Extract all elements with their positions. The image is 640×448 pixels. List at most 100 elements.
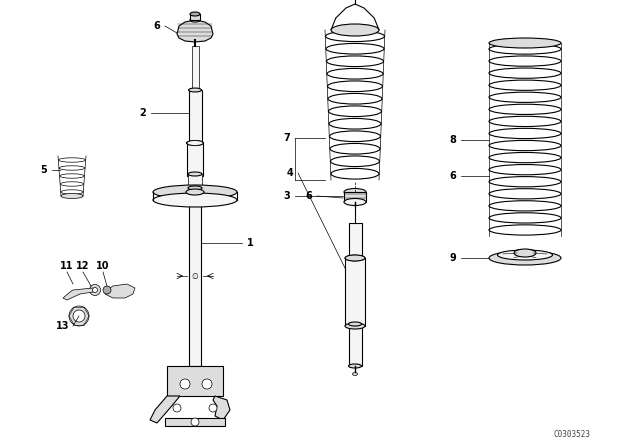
Bar: [165, 418, 225, 426]
Bar: [349, 324, 362, 366]
Text: 4: 4: [287, 168, 293, 178]
Circle shape: [73, 310, 85, 322]
Ellipse shape: [349, 322, 362, 326]
Ellipse shape: [344, 189, 366, 195]
Ellipse shape: [153, 185, 237, 199]
Ellipse shape: [59, 158, 85, 162]
Polygon shape: [213, 396, 230, 420]
Ellipse shape: [489, 104, 561, 115]
Circle shape: [103, 286, 111, 294]
Bar: [187, 143, 203, 176]
Ellipse shape: [60, 174, 84, 178]
Ellipse shape: [328, 106, 381, 116]
Ellipse shape: [60, 166, 85, 170]
Ellipse shape: [489, 225, 561, 235]
Ellipse shape: [327, 69, 383, 79]
Ellipse shape: [489, 213, 561, 223]
Text: 6: 6: [154, 21, 161, 31]
Bar: [189, 90, 202, 143]
Ellipse shape: [188, 186, 202, 190]
Ellipse shape: [489, 38, 561, 48]
Ellipse shape: [189, 141, 202, 145]
Circle shape: [209, 404, 217, 412]
Text: 1: 1: [246, 238, 253, 248]
Ellipse shape: [189, 88, 202, 92]
Bar: [191, 46, 198, 90]
Ellipse shape: [489, 189, 561, 199]
Bar: [344, 192, 366, 202]
Ellipse shape: [190, 18, 200, 22]
Ellipse shape: [330, 131, 381, 142]
Text: 2: 2: [140, 108, 147, 118]
Text: 10: 10: [96, 261, 109, 271]
Ellipse shape: [489, 140, 561, 151]
Ellipse shape: [489, 251, 561, 265]
Ellipse shape: [331, 168, 379, 179]
Ellipse shape: [489, 177, 561, 187]
Ellipse shape: [489, 164, 561, 175]
Ellipse shape: [489, 152, 561, 163]
Text: 11: 11: [60, 261, 74, 271]
Text: 13: 13: [56, 321, 70, 331]
Ellipse shape: [489, 44, 561, 54]
Bar: [188, 174, 202, 188]
Ellipse shape: [489, 56, 561, 66]
Circle shape: [173, 404, 181, 412]
Ellipse shape: [188, 172, 202, 176]
Ellipse shape: [328, 94, 382, 104]
Bar: [349, 223, 362, 258]
Circle shape: [93, 288, 97, 293]
Ellipse shape: [187, 141, 203, 146]
Text: 12: 12: [76, 261, 90, 271]
Ellipse shape: [497, 250, 552, 260]
Text: 9: 9: [450, 253, 456, 263]
Bar: [167, 366, 223, 396]
Polygon shape: [150, 396, 180, 423]
Ellipse shape: [186, 141, 204, 146]
Ellipse shape: [353, 372, 358, 375]
Circle shape: [69, 306, 89, 326]
Circle shape: [191, 418, 199, 426]
Ellipse shape: [61, 194, 83, 198]
Ellipse shape: [61, 190, 83, 194]
Text: C0303523: C0303523: [554, 430, 591, 439]
Circle shape: [180, 379, 190, 389]
Ellipse shape: [345, 255, 365, 261]
Polygon shape: [177, 20, 213, 42]
Ellipse shape: [489, 68, 561, 78]
Circle shape: [90, 284, 100, 296]
Text: $\emptyset$: $\emptyset$: [191, 271, 199, 281]
Ellipse shape: [330, 143, 380, 154]
Ellipse shape: [153, 193, 237, 207]
Ellipse shape: [345, 323, 365, 329]
Bar: [345, 258, 365, 326]
Text: 6: 6: [450, 171, 456, 181]
Polygon shape: [105, 284, 135, 298]
Ellipse shape: [349, 364, 362, 368]
Text: 5: 5: [40, 165, 47, 175]
Ellipse shape: [345, 255, 365, 261]
Bar: [190, 14, 200, 20]
Text: 6: 6: [306, 191, 312, 201]
Ellipse shape: [489, 80, 561, 90]
Ellipse shape: [489, 92, 561, 103]
Ellipse shape: [326, 43, 384, 54]
Bar: [189, 200, 201, 366]
Ellipse shape: [344, 198, 366, 206]
Text: 7: 7: [284, 133, 291, 143]
Ellipse shape: [514, 249, 536, 257]
Ellipse shape: [326, 31, 385, 42]
Ellipse shape: [329, 118, 381, 129]
Ellipse shape: [186, 189, 204, 195]
Ellipse shape: [328, 81, 383, 91]
Ellipse shape: [489, 201, 561, 211]
Ellipse shape: [60, 182, 84, 186]
Text: 8: 8: [449, 135, 456, 145]
Ellipse shape: [489, 128, 561, 138]
Ellipse shape: [331, 24, 379, 36]
Circle shape: [202, 379, 212, 389]
Ellipse shape: [326, 56, 383, 67]
Text: 3: 3: [284, 191, 291, 201]
Polygon shape: [63, 288, 95, 300]
Ellipse shape: [489, 116, 561, 126]
